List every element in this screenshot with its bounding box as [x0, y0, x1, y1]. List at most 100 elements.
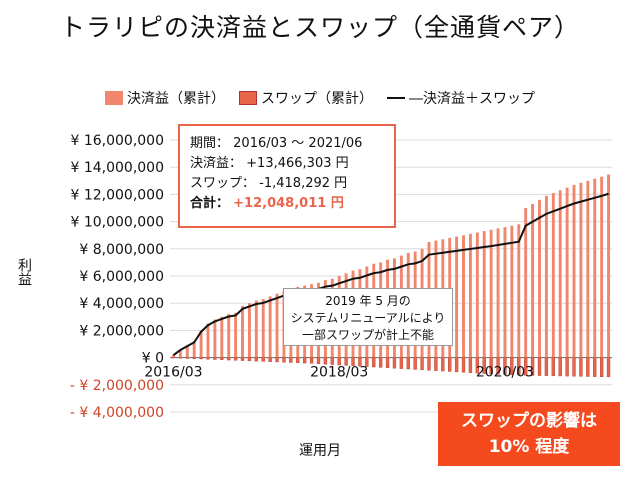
profit-bar: [482, 231, 486, 358]
summary-profit: 決済益： +13,466,303 円: [190, 154, 384, 174]
swap-bar: [503, 357, 507, 375]
legend-item-total: ―決済益＋スワップ: [387, 88, 535, 108]
swap-bar: [599, 357, 604, 377]
profit-bar: [261, 299, 265, 358]
x-tick-label: 2016/03: [144, 365, 202, 381]
swap-bar: [434, 357, 438, 371]
swap-bar: [282, 357, 286, 363]
swap-bar: [461, 357, 466, 373]
legend-label-swap: スワップ（累計）: [261, 91, 373, 107]
summary-period: 期間： 2016/03 ～ 2021/06: [190, 134, 384, 154]
chart-legend: 決済益（累計） スワップ（累計） ―決済益＋スワップ: [0, 88, 640, 108]
summary-profit-label: 決済益：: [190, 156, 243, 171]
swap-bar: [254, 357, 258, 362]
swap-bar: [489, 357, 493, 375]
swap-bar: [296, 357, 300, 363]
swap-bar: [606, 357, 611, 378]
swap-bar: [337, 357, 341, 366]
swap-bar: [475, 357, 479, 374]
y-tick-label: ¥ 12,000,000: [70, 187, 164, 203]
profit-bar: [544, 195, 548, 358]
swap-bar: [344, 357, 348, 366]
profit-bar: [510, 225, 514, 358]
swap-bar: [565, 357, 569, 377]
profit-bar: [496, 228, 500, 358]
swap-bar: [510, 357, 514, 375]
y-tick-label: ¥ 8,000,000: [79, 242, 164, 258]
profit-bar: [254, 300, 258, 358]
summary-total: 合計： +12,048,011 円: [190, 194, 384, 214]
annotation-line-2: システムリニューアルにより: [290, 311, 446, 325]
swap-bar: [378, 357, 383, 368]
profit-bar: [192, 341, 196, 358]
summary-swap: スワップ： -1,418,292 円: [190, 174, 384, 194]
swap-bar: [178, 357, 183, 359]
profit-bar: [227, 314, 231, 358]
y-tick-label: ¥ 10,000,000: [70, 215, 164, 231]
profit-bar: [489, 229, 493, 358]
legend-item-profit: 決済益（累計）: [105, 88, 225, 108]
swap-impact-badge: スワップの影響は 10% 程度: [438, 402, 620, 466]
profit-bar: [455, 236, 459, 358]
profit-bar: [607, 174, 610, 358]
profit-bar: [275, 293, 279, 358]
swap-bar: [316, 357, 321, 364]
swap-bar: [392, 357, 397, 369]
legend-swatch-swap: [239, 91, 257, 105]
y-tick-label: ¥ 16,000,000: [70, 133, 164, 149]
swap-bar: [572, 357, 576, 377]
swap-bar: [233, 357, 238, 361]
legend-swatch-profit: [105, 91, 123, 105]
profit-bar: [579, 182, 583, 358]
swap-bar: [413, 357, 417, 370]
swap-bar: [330, 357, 334, 365]
swap-bar: [558, 357, 562, 377]
swap-bar: [579, 357, 583, 377]
summary-total-value: +12,048,011 円: [233, 196, 344, 211]
swap-bar: [586, 357, 590, 377]
swap-bar: [206, 357, 210, 360]
profit-bar: [572, 184, 576, 358]
profit-bar: [551, 193, 555, 358]
profit-bar: [247, 303, 251, 358]
swap-bar: [275, 357, 279, 363]
profit-bar: [213, 319, 217, 358]
swap-bar: [261, 357, 265, 362]
swap-bar: [309, 357, 314, 364]
annotation-callout: 2019 年 5 月の システムリニューアルにより 一部スワップが計上不能: [283, 288, 453, 346]
swap-bar: [365, 357, 369, 367]
summary-period-value: 2016/03 ～ 2021/06: [233, 136, 363, 151]
swap-bar: [385, 357, 390, 369]
profit-bar: [462, 235, 465, 358]
summary-profit-value: +13,466,303 円: [246, 156, 349, 171]
profit-bar: [586, 180, 590, 358]
swap-bar: [544, 357, 549, 376]
swap-bar: [289, 357, 293, 363]
swap-bar: [441, 357, 445, 372]
profit-bar: [565, 187, 569, 358]
swap-bar: [247, 357, 252, 362]
profit-bar: [241, 305, 244, 358]
swap-bar: [351, 357, 355, 366]
swap-bar: [199, 357, 203, 360]
swap-bar: [468, 357, 473, 373]
swap-bar: [448, 357, 452, 372]
swap-bar: [427, 357, 431, 371]
y-tick-label: ¥ 6,000,000: [79, 269, 164, 285]
swap-bar: [593, 357, 597, 377]
profit-bar: [531, 203, 535, 358]
legend-item-swap: スワップ（累計）: [239, 88, 373, 108]
y-tick-label: ¥ 14,000,000: [70, 160, 164, 176]
swap-bar: [524, 357, 528, 376]
swap-bar: [537, 357, 542, 376]
profit-bar: [206, 323, 210, 358]
profit-bar: [475, 232, 479, 358]
swap-bar: [185, 357, 189, 359]
chart-title: トラリピの決済益とスワップ（全通貨ペア）: [59, 13, 580, 42]
profit-bar: [558, 190, 562, 358]
swap-bar: [399, 357, 404, 369]
summary-swap-label: スワップ：: [190, 176, 256, 191]
profit-bar: [517, 224, 521, 358]
legend-label-total: ―決済益＋スワップ: [409, 91, 535, 107]
swap-bar: [372, 357, 376, 368]
